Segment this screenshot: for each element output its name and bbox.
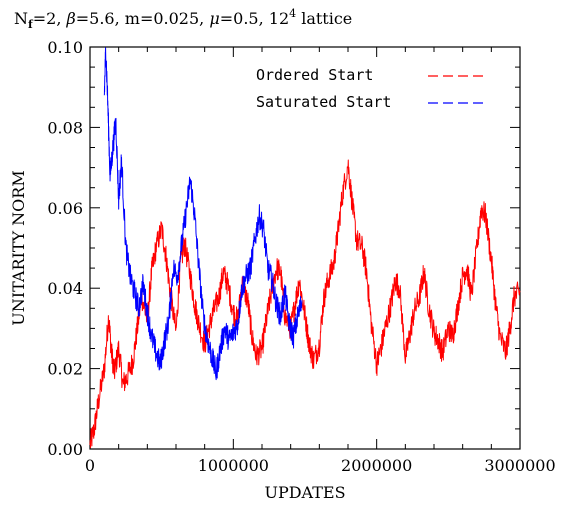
y-tick-label: 0.08 [47,118,83,137]
legend-label-ordered: Ordered Start [256,66,373,84]
x-tick-label: 2000000 [341,456,412,475]
x-tick-label: 1000000 [198,456,269,475]
chart-title: Nf=2, β=5.6, m=0.025, μ=0.5, 124 lattice [14,7,352,31]
y-tick-label: 0.04 [47,279,83,298]
y-tick-label: 0.10 [47,38,83,57]
y-tick-label: 0.00 [47,440,83,459]
y-axis-label: UNITARITY NORM [9,170,28,325]
title-subscript-f: f [28,18,34,31]
title-beta: β [66,9,76,28]
axis-ticks [89,46,521,450]
x-axis-label: UPDATES [264,483,345,502]
x-tick-label: 3000000 [484,456,555,475]
title-n: N [14,9,28,28]
title-part-4: lattice [296,9,352,28]
axis-tick-labels: 0 1000000 2000000 3000000 0.00 0.02 0.04 0.06 0.… [47,38,555,475]
series-line-saturated [103,47,303,381]
series-line-ordered [89,159,521,449]
series-layer [89,47,521,449]
title-mu: μ [209,9,219,28]
legend: Ordered Start Saturated Start [256,66,485,111]
title-part-1: =2, [33,9,67,28]
x-tick-label: 0 [85,456,95,475]
title-part-3: =0.5, 12 [220,9,289,28]
legend-label-saturated: Saturated Start [256,93,391,111]
title-superscript-4: 4 [289,7,296,20]
title-part-2: =5.6, m=0.025, [76,9,210,28]
y-tick-label: 0.02 [47,360,83,379]
y-tick-label: 0.06 [47,199,83,218]
